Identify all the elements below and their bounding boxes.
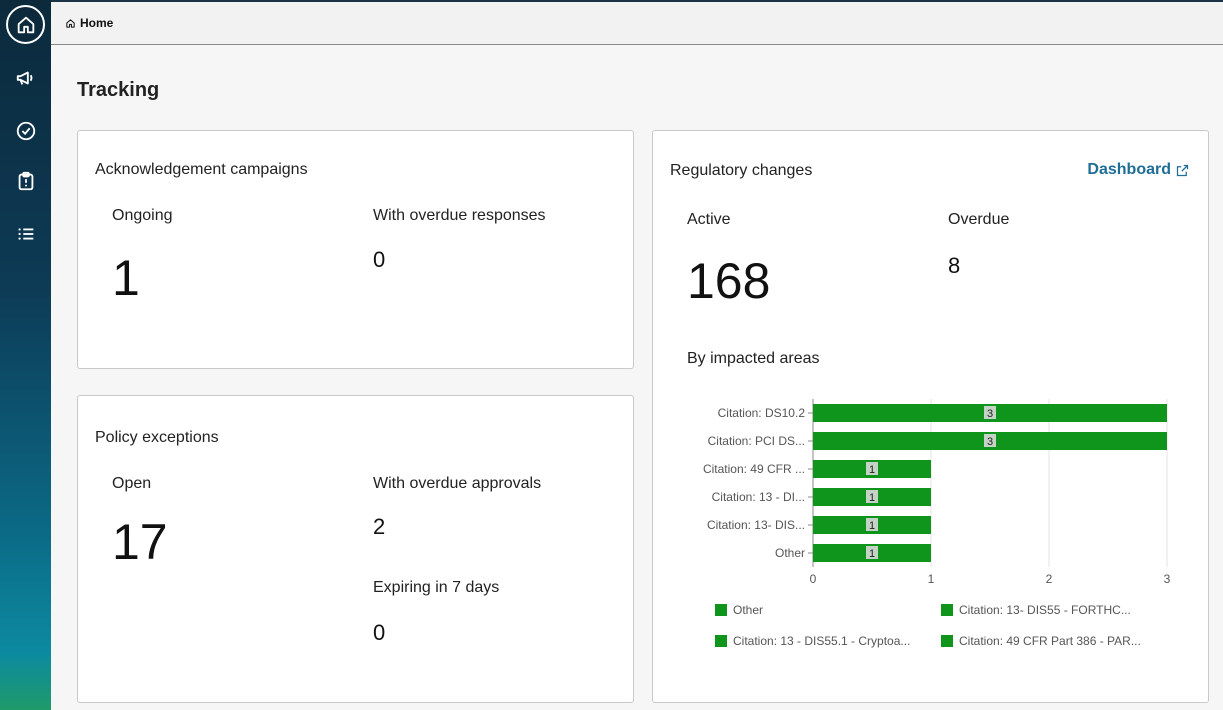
legend-swatch (941, 604, 953, 616)
ack-campaigns-card: Acknowledgement campaigns Ongoing 1 With… (77, 130, 634, 369)
x-tick-label: 0 (810, 572, 817, 586)
data-label: 3 (987, 436, 993, 448)
x-tick-label: 1 (928, 572, 935, 586)
ongoing-label: Ongoing (112, 207, 173, 224)
legend-label: Other (733, 603, 764, 617)
open-value[interactable]: 17 (112, 514, 168, 570)
y-tick-label: Other (775, 546, 805, 560)
legend-label: Citation: 49 CFR Part 386 - PAR... (959, 634, 1141, 648)
ongoing-value[interactable]: 1 (112, 250, 140, 306)
data-label: 3 (987, 408, 993, 420)
impacted-areas-chart: 0 1 2 3 Citation: DS10.2 3 Citation: PCI DS...… (703, 399, 1171, 586)
legend-label: Citation: 13 - DIS55.1 - Cryptoa... (733, 634, 911, 648)
nav-clipboard-button[interactable] (6, 161, 45, 200)
overdue-approvals-value[interactable]: 2 (373, 514, 386, 539)
data-label-bg (866, 462, 878, 475)
regulatory-changes-card: Regulatory changes Dashboard Active 168 … (652, 130, 1209, 703)
data-label-bg (984, 406, 996, 419)
data-label-bg (984, 434, 996, 447)
legend-swatch (715, 635, 727, 647)
y-tick-label: Citation: 13 - DI... (712, 490, 805, 504)
nav-tasks-button[interactable] (6, 111, 45, 150)
main-content: Tracking Acknowledgement campaigns Ongoi… (51, 45, 1223, 710)
legend-item[interactable]: Citation: 13 - DIS55.1 - Cryptoa... (715, 634, 910, 648)
open-label: Open (112, 475, 152, 492)
active-label: Active (687, 211, 731, 228)
legend-item[interactable]: Citation: 49 CFR Part 386 - PAR... (941, 634, 1141, 648)
data-label: 1 (869, 464, 875, 476)
dashboard-link[interactable]: Dashboard (1087, 161, 1190, 179)
data-label-bg (866, 490, 878, 503)
policy-exceptions-card: Policy exceptions Open 17 With overdue a… (77, 395, 634, 703)
y-tick-label: Citation: DS10.2 (718, 406, 806, 420)
overdue-responses-label: With overdue responses (373, 207, 546, 224)
card-title: Regulatory changes (670, 162, 813, 179)
card-title: Policy exceptions (95, 429, 219, 446)
expiring-value[interactable]: 0 (373, 620, 386, 645)
legend-item[interactable]: Other (715, 603, 763, 617)
list-icon (17, 227, 33, 240)
y-tick-label: Citation: PCI DS... (708, 434, 805, 448)
overdue-value[interactable]: 8 (948, 253, 961, 278)
data-label-bg (866, 518, 878, 531)
page-title: Tracking (77, 79, 160, 101)
overdue-label: Overdue (948, 211, 1010, 228)
legend-swatch (715, 604, 727, 616)
expiring-label: Expiring in 7 days (373, 579, 500, 596)
data-label: 1 (869, 548, 875, 560)
megaphone-icon (16, 71, 32, 85)
legend-label: Citation: 13- DIS55 - FORTHC... (959, 603, 1131, 617)
nav-campaigns-button[interactable] (6, 58, 45, 97)
active-value[interactable]: 168 (687, 253, 771, 309)
overdue-approvals-label: With overdue approvals (373, 475, 542, 492)
external-link-icon (1176, 164, 1189, 176)
x-tick-label: 3 (1164, 572, 1171, 586)
sidebar (0, 0, 51, 710)
breadcrumb-home-label[interactable]: Home (80, 16, 114, 30)
y-tick-label: Citation: 49 CFR ... (703, 462, 805, 476)
home-icon (66, 18, 75, 28)
overdue-responses-value[interactable]: 0 (373, 247, 386, 272)
data-label: 1 (869, 520, 875, 532)
nav-home-button[interactable] (6, 5, 45, 44)
nav-list-button[interactable] (6, 214, 45, 253)
home-icon (17, 16, 34, 33)
x-tick-label: 2 (1046, 572, 1053, 586)
top-bar: Home (51, 0, 1223, 45)
breadcrumb[interactable]: Home (65, 16, 113, 30)
legend-swatch (941, 635, 953, 647)
dashboard-link-label[interactable]: Dashboard (1087, 161, 1171, 178)
y-tick-label: Citation: 13- DIS... (707, 518, 805, 532)
data-label: 1 (869, 492, 875, 504)
data-label-bg (866, 546, 878, 559)
clipboard-alert-icon (18, 171, 33, 190)
chart-title: By impacted areas (687, 350, 820, 367)
legend-item[interactable]: Citation: 13- DIS55 - FORTHC... (941, 603, 1131, 617)
card-title: Acknowledgement campaigns (95, 161, 308, 178)
check-circle-icon (16, 121, 35, 140)
